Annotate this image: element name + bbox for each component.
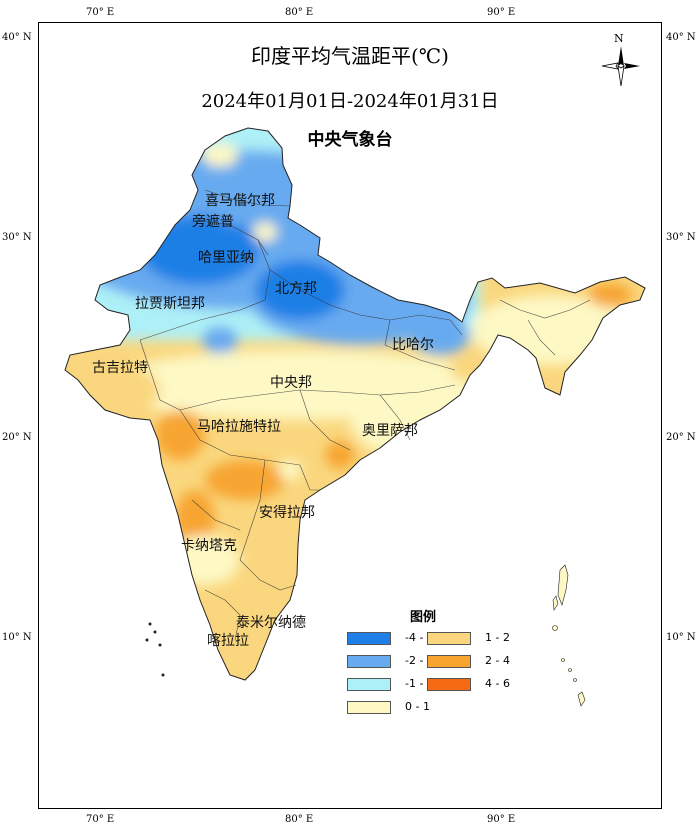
region-label-gujarat: 古吉拉特 [92, 360, 148, 376]
agency-name: 中央气象台 [307, 130, 393, 150]
lat-label-left-40: 40° N [2, 32, 32, 43]
legend-swatch [427, 678, 471, 691]
region-label-odisha: 奥里萨邦 [362, 423, 418, 439]
lon-label-bottom-70: 70° E [86, 814, 115, 825]
region-label-himachal: 喜马偕尔邦 [205, 193, 275, 209]
lat-label-left-30: 30° N [2, 232, 32, 243]
legend-swatch [427, 632, 471, 645]
region-label-punjab: 旁遮普 [192, 214, 234, 230]
lat-label-right-20: 20° N [666, 432, 696, 443]
region-label-tamil-nadu: 泰米尔纳德 [236, 615, 306, 631]
lat-label-left-10: 10° N [2, 632, 32, 643]
legend-label: 0 - 1 [405, 700, 430, 713]
legend-swatch [347, 632, 391, 645]
region-label-rajasthan: 拉贾斯坦邦 [135, 296, 205, 312]
date-range: 2024年01月01日-2024年01月31日 [201, 91, 499, 112]
legend-swatch [347, 655, 391, 668]
region-label-kerala: 喀拉拉 [207, 633, 249, 649]
region-label-haryana: 哈里亚纳 [198, 250, 254, 266]
north-arrow-icon [598, 32, 644, 92]
legend-title: 图例 [410, 610, 437, 625]
lon-label-bottom-90: 90° E [487, 814, 516, 825]
region-label-uttar-pradesh: 北方邦 [275, 281, 317, 297]
map-title: 印度平均气温距平(℃) [251, 44, 449, 68]
lat-label-right-10: 10° N [666, 632, 696, 643]
legend-label: -1 - 0 [405, 677, 434, 690]
lat-label-right-30: 30° N [666, 232, 696, 243]
legend-swatch [347, 701, 391, 714]
legend-swatch [427, 655, 471, 668]
lon-label-top-90: 90° E [487, 7, 516, 18]
legend-label: 2 - 4 [485, 654, 510, 667]
region-label-madhya-pradesh: 中央邦 [270, 375, 312, 391]
lon-label-top-70: 70° E [86, 7, 115, 18]
region-label-karnataka: 卡纳塔克 [181, 538, 237, 554]
region-label-bihar: 比哈尔 [392, 337, 434, 353]
lat-label-left-20: 20° N [2, 432, 32, 443]
legend-label: 4 - 6 [485, 677, 510, 690]
lat-label-right-40: 40° N [666, 32, 696, 43]
lon-label-bottom-80: 80° E [285, 814, 314, 825]
lon-label-top-80: 80° E [285, 7, 314, 18]
legend-label: 1 - 2 [485, 631, 510, 644]
region-label-maharashtra: 马哈拉施特拉 [197, 419, 281, 435]
north-label: N [614, 32, 624, 45]
region-label-andhra: 安得拉邦 [259, 505, 315, 521]
legend-swatch [347, 678, 391, 691]
